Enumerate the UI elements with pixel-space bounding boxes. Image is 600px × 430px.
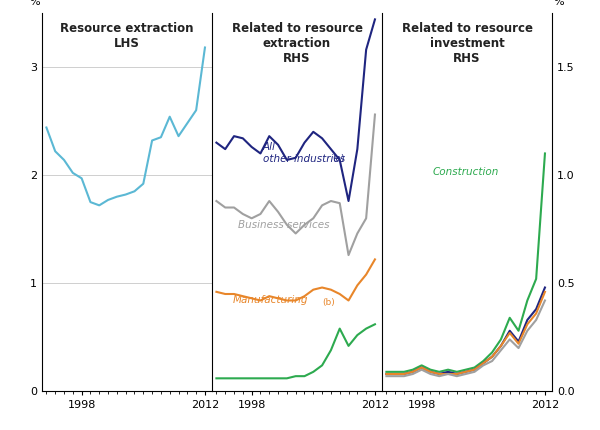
Text: (b): (b) <box>323 298 335 307</box>
Text: (a): (a) <box>332 154 345 163</box>
Text: Business services: Business services <box>238 220 329 230</box>
Text: %: % <box>554 0 565 7</box>
Text: %: % <box>29 0 40 7</box>
Text: All
other industries: All other industries <box>263 142 345 164</box>
Text: Resource extraction
LHS: Resource extraction LHS <box>60 22 194 50</box>
Text: Construction: Construction <box>433 167 499 177</box>
Text: Manufacturing: Manufacturing <box>232 295 308 305</box>
Text: Related to resource
investment
RHS: Related to resource investment RHS <box>401 22 533 65</box>
Text: Related to resource
extraction
RHS: Related to resource extraction RHS <box>232 22 362 65</box>
